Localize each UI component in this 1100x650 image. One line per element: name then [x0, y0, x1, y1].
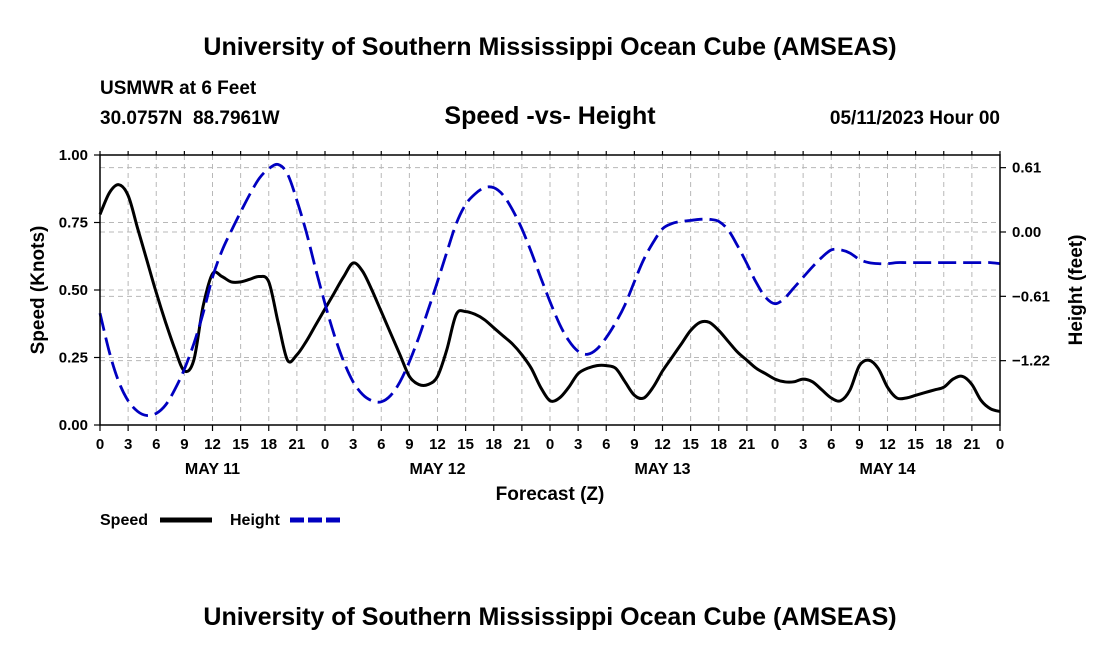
x-tick-label: 18	[260, 436, 277, 453]
x-tick-label: 18	[485, 436, 502, 453]
y-tick-label-right: 0.00	[1012, 224, 1041, 241]
y-tick-label-right: −0.61	[1012, 288, 1050, 305]
x-tick-label: 15	[682, 436, 699, 453]
x-tick-label: 9	[855, 436, 863, 453]
series-layer	[98, 162, 1001, 417]
chart-title: Speed -vs- Height	[444, 102, 656, 130]
series-line-speed	[98, 183, 1001, 413]
x-tick-label: 3	[124, 436, 132, 453]
x-tick-label: 21	[964, 436, 981, 453]
grid	[100, 155, 1000, 425]
location-label: 30.0757N 88.7961W	[100, 108, 280, 129]
series-line-height	[98, 162, 1001, 417]
x-tick-label: 0	[996, 436, 1004, 453]
day-label: MAY 12	[409, 461, 465, 478]
x-tick-label: 0	[546, 436, 554, 453]
x-tick-label: 21	[739, 436, 756, 453]
x-tick-label: 12	[654, 436, 671, 453]
x-tick-label: 3	[574, 436, 582, 453]
x-tick-label: 6	[602, 436, 610, 453]
x-tick-label: 6	[152, 436, 160, 453]
x-tick-label: 12	[429, 436, 446, 453]
x-tick-label: 12	[879, 436, 896, 453]
day-label: MAY 13	[634, 461, 690, 478]
station-label: USMWR at 6 Feet	[100, 78, 257, 99]
x-tick-label: 3	[799, 436, 807, 453]
y-axis-title-right: Height (feet)	[1066, 235, 1087, 346]
x-tick-label: 15	[907, 436, 924, 453]
footer-title: University of Southern Mississippi Ocean…	[203, 603, 896, 631]
x-tick-label: 12	[204, 436, 221, 453]
legend: Speed Height	[100, 512, 342, 529]
y-tick-label-left: 0.75	[59, 215, 88, 232]
x-tick-label: 18	[935, 436, 952, 453]
x-tick-label: 6	[827, 436, 835, 453]
x-axis-title: Forecast (Z)	[496, 484, 605, 505]
main-title: University of Southern Mississippi Ocean…	[203, 33, 896, 61]
x-tick-label: 3	[349, 436, 357, 453]
x-tick-label: 15	[232, 436, 249, 453]
x-tick-label: 21	[289, 436, 306, 453]
legend-label-height: Height	[230, 512, 280, 529]
y-tick-label-left: 0.50	[59, 282, 88, 299]
x-tick-label: 0	[96, 436, 104, 453]
y-tick-label-right: 0.61	[1012, 160, 1041, 177]
x-tick-label: 6	[377, 436, 385, 453]
x-tick-label: 15	[457, 436, 474, 453]
y-tick-label-left: 1.00	[59, 147, 88, 164]
x-tick-label: 9	[180, 436, 188, 453]
axes: 0 3 6 9 12 15 18 21 0 3 6 9 12 15 18 21 0 3 6 9 12 15 18 21 0 3 6 9…	[59, 147, 1050, 478]
day-label: MAY 14	[859, 461, 915, 478]
x-tick-label: 9	[405, 436, 413, 453]
y-tick-label-left: 0.00	[59, 417, 88, 434]
x-tick-label: 18	[710, 436, 727, 453]
day-label: MAY 11	[185, 461, 240, 478]
x-tick-label: 0	[321, 436, 329, 453]
legend-label-speed: Speed	[100, 512, 148, 529]
x-tick-label: 9	[630, 436, 638, 453]
y-axis-title-left: Speed (Knots)	[28, 226, 49, 355]
x-tick-label: 0	[771, 436, 779, 453]
y-tick-label-left: 0.25	[59, 350, 88, 367]
date-label: 05/11/2023 Hour 00	[830, 108, 1000, 129]
x-tick-label: 21	[514, 436, 531, 453]
y-tick-label-right: −1.22	[1012, 353, 1050, 370]
